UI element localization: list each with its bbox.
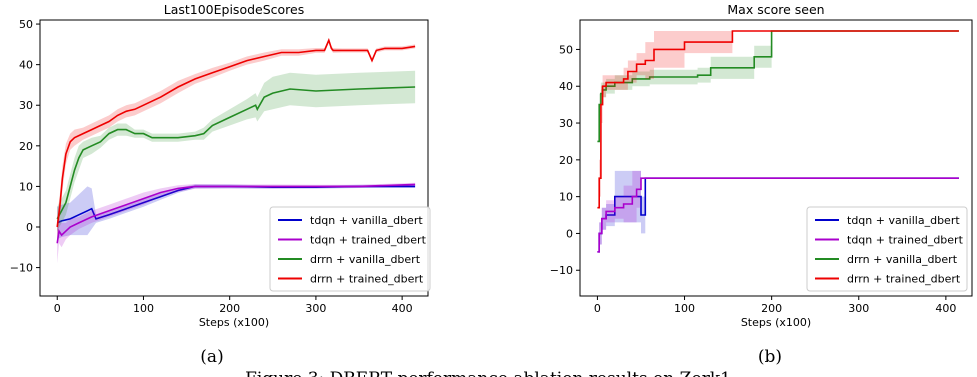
- x-tick-label: 0: [54, 302, 61, 315]
- series-line-drrn-trained-dbert: [56, 38, 416, 228]
- x-tick-label: 300: [848, 302, 869, 315]
- y-tick-label: 20: [559, 154, 573, 167]
- chart-title: Last100EpisodeScores: [164, 2, 305, 17]
- series-band-drrn-trained-dbert: [597, 31, 959, 208]
- y-tick-label: 50: [19, 18, 33, 31]
- legend-label-drrn-trained-dbert: drrn + trained_dbert: [847, 273, 961, 286]
- series-line-drrn-vanilla-dbert: [597, 30, 959, 143]
- x-tick-label: 100: [674, 302, 695, 315]
- y-tick-label: 0: [566, 227, 573, 240]
- y-tick-label: 30: [559, 117, 573, 130]
- chart-max-score-seen: 0 100 200 300 400 −10 0 10 20 30 40 50 Max score see…: [550, 2, 973, 329]
- x-axis-label: Steps (x100): [741, 316, 811, 329]
- panel-label-a: (a): [200, 347, 223, 367]
- axes-frame: [39, 19, 429, 297]
- series-band-tdqn-trained-dbert: [57, 182, 416, 264]
- y-tick-label: −10: [550, 264, 573, 277]
- chart-last100-episode-scores: 0 100 200 300 400 −10 0 10 20 30 40 50 Last100Episod…: [10, 2, 431, 329]
- y-tick-label: −10: [10, 262, 33, 275]
- x-tick-label: 400: [935, 302, 956, 315]
- series-band-drrn-vanilla-dbert: [57, 70, 416, 232]
- x-tick-label: 0: [594, 302, 601, 315]
- chart-title: Max score seen: [727, 2, 824, 17]
- axes-frame: [579, 19, 973, 297]
- y-tick-label: 10: [559, 191, 573, 204]
- legend-label-tdqn-trained-dbert: tdqn + trained_dbert: [310, 234, 427, 247]
- legend-label-tdqn-vanilla-dbert: tdqn + vanilla_dbert: [310, 214, 423, 227]
- y-tick-label: 40: [19, 59, 33, 72]
- series-line-tdqn-trained-dbert: [56, 183, 416, 244]
- y-tick-label: 30: [19, 99, 33, 112]
- legend-box: [806, 206, 968, 292]
- plot-area: [597, 30, 959, 253]
- x-tick-label: 400: [392, 302, 413, 315]
- series-band-tdqn-trained-dbert: [597, 170, 959, 252]
- plot-area: [56, 37, 416, 264]
- series-band-tdqn-vanilla-dbert: [597, 170, 959, 252]
- y-tick-label: 0: [26, 221, 33, 234]
- figure-caption: Figure 3: DBERT performance ablation res…: [245, 369, 731, 377]
- x-tick-label: 100: [133, 302, 154, 315]
- series-line-tdqn-trained-dbert: [597, 177, 959, 253]
- legend-label-drrn-trained-dbert: drrn + trained_dbert: [310, 273, 424, 286]
- y-tick-label: 40: [559, 80, 573, 93]
- x-tick-label: 200: [761, 302, 782, 315]
- legend-box: [269, 206, 431, 292]
- panel-label-b: (b): [758, 347, 782, 367]
- x-axis-label: Steps (x100): [199, 316, 269, 329]
- legend-label-tdqn-vanilla-dbert: tdqn + vanilla_dbert: [847, 214, 960, 227]
- series-line-drrn-trained-dbert: [597, 30, 959, 209]
- legend-label-drrn-vanilla-dbert: drrn + vanilla_dbert: [847, 253, 958, 266]
- y-tick-label: 50: [559, 43, 573, 56]
- y-tick-label: 10: [19, 180, 33, 193]
- series-line-drrn-vanilla-dbert: [56, 86, 416, 220]
- y-tick-label: 20: [19, 140, 33, 153]
- legend-label-drrn-vanilla-dbert: drrn + vanilla_dbert: [310, 253, 421, 266]
- x-tick-label: 300: [305, 302, 326, 315]
- legend-label-tdqn-trained-dbert: tdqn + trained_dbert: [847, 234, 964, 247]
- x-tick-label: 200: [219, 302, 240, 315]
